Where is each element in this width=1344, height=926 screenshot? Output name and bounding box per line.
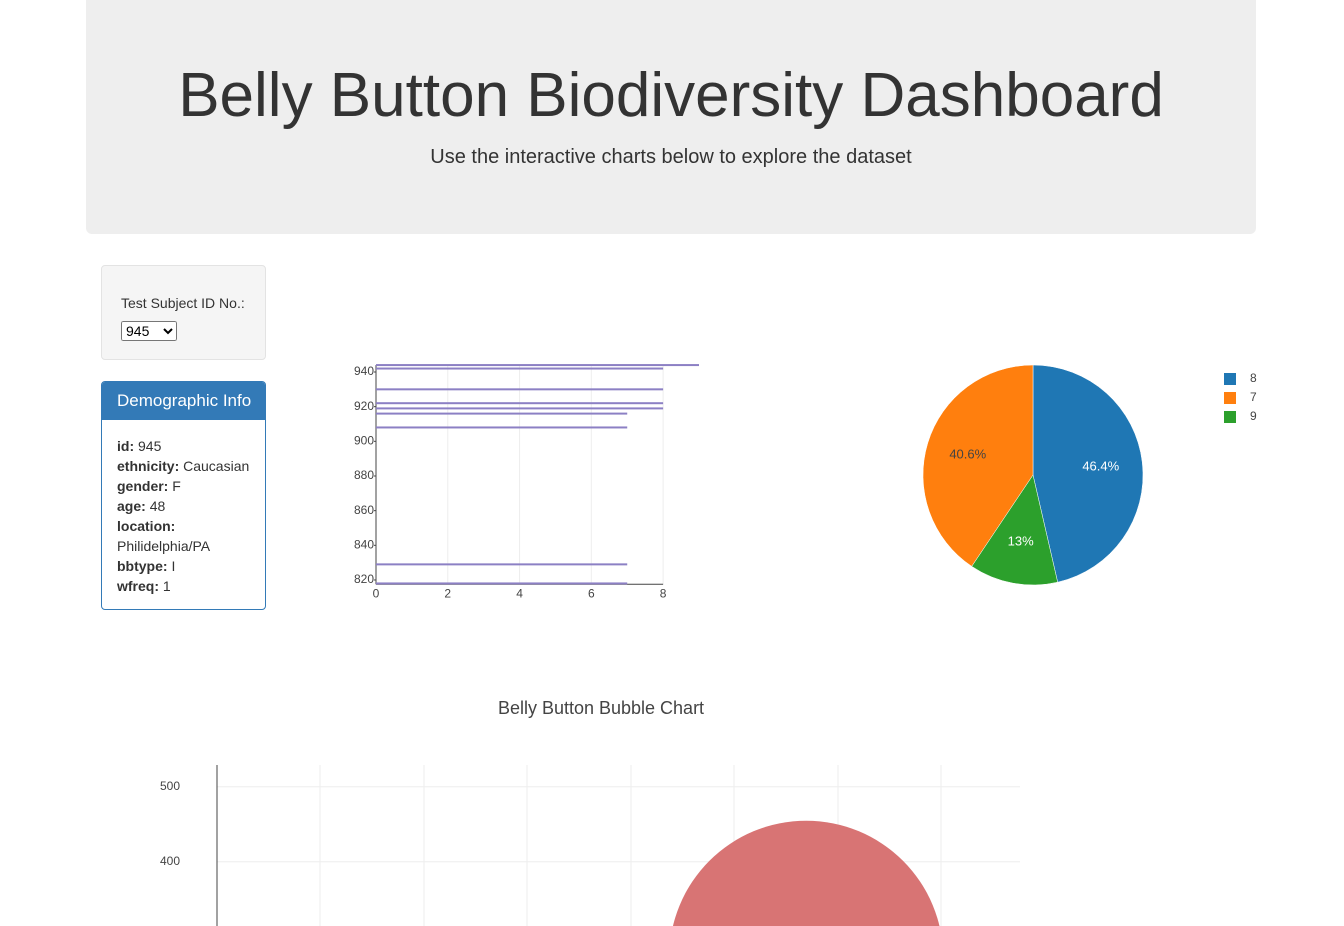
legend-swatch xyxy=(1224,411,1236,423)
demographic-panel: Demographic Info id: 945 ethnicity: Cauca… xyxy=(101,381,266,610)
header: Belly Button Biodiversity Dashboard Use … xyxy=(86,0,1256,234)
legend-swatch xyxy=(1224,392,1236,404)
info-value: Philidelphia/PA xyxy=(117,538,211,554)
bar xyxy=(376,388,664,391)
bar xyxy=(376,364,699,367)
legend-swatch xyxy=(1224,373,1236,385)
info-value: 48 xyxy=(149,498,166,514)
info-row: bbtype: I xyxy=(117,556,250,576)
bar xyxy=(376,407,664,410)
slice-label: 46.4% xyxy=(1082,459,1119,474)
bar xyxy=(376,426,628,429)
y-tick-label: 500 xyxy=(160,779,180,793)
info-row: age: 48 xyxy=(117,496,250,516)
legend-label: 8 xyxy=(1250,371,1257,385)
info-key: location: xyxy=(117,518,176,534)
y-tick-label: 400 xyxy=(160,854,180,868)
info-key: gender: xyxy=(117,478,169,494)
legend-label: 7 xyxy=(1250,390,1257,404)
legend-label: 9 xyxy=(1250,409,1257,423)
info-value: 945 xyxy=(138,438,162,454)
chart-title: Belly Button Bubble Chart xyxy=(498,698,704,718)
bar xyxy=(376,582,628,585)
panel-heading: Demographic Info xyxy=(102,382,265,420)
info-value: I xyxy=(171,558,176,574)
bar xyxy=(376,563,628,566)
x-tick-label: 4 xyxy=(516,586,523,600)
pie-slice xyxy=(1032,364,1144,583)
info-value: Caucasian xyxy=(183,458,250,474)
info-key: id: xyxy=(117,438,135,454)
slice-label: 13% xyxy=(1008,534,1034,549)
info-row: wfreq: 1 xyxy=(117,576,250,596)
bar xyxy=(376,412,628,415)
y-tick-label: 900 xyxy=(354,433,374,447)
info-row: ethnicity: Caucasian xyxy=(117,456,250,476)
y-tick-label: 860 xyxy=(354,503,374,517)
title: Belly Button Biodiversity Dashboard xyxy=(178,61,1164,130)
subtitle: Use the interactive charts below to expl… xyxy=(430,146,912,168)
x-tick-label: 6 xyxy=(588,586,595,600)
x-tick-label: 8 xyxy=(660,586,667,600)
x-tick-label: 0 xyxy=(373,586,380,600)
pie-slice xyxy=(971,474,1058,586)
y-tick-label: 880 xyxy=(354,468,374,482)
info-key: bbtype: xyxy=(117,558,168,574)
bubble xyxy=(672,820,940,926)
info-row: gender: F xyxy=(117,476,250,496)
y-tick-label: 820 xyxy=(354,572,374,586)
selector-label: Test Subject ID No.: xyxy=(121,295,245,311)
info-value: F xyxy=(172,478,181,494)
info-key: age: xyxy=(117,498,146,514)
subject-select[interactable]: 945 xyxy=(121,321,177,341)
y-tick-label: 940 xyxy=(354,364,374,378)
pie-slice xyxy=(922,364,1034,567)
bar xyxy=(376,402,664,405)
bar xyxy=(376,367,664,370)
info-row: location: Philidelphia/PA xyxy=(117,516,250,556)
info-row: id: 945 xyxy=(117,436,250,456)
info-value: 1 xyxy=(162,578,171,594)
y-tick-label: 840 xyxy=(354,537,374,551)
x-tick-label: 2 xyxy=(444,586,451,600)
selector-panel: Test Subject ID No.: 945 xyxy=(101,265,266,360)
slice-label: 40.6% xyxy=(949,447,986,462)
info-key: wfreq: xyxy=(117,578,159,594)
info-key: ethnicity: xyxy=(117,458,180,474)
y-tick-label: 920 xyxy=(354,399,374,413)
